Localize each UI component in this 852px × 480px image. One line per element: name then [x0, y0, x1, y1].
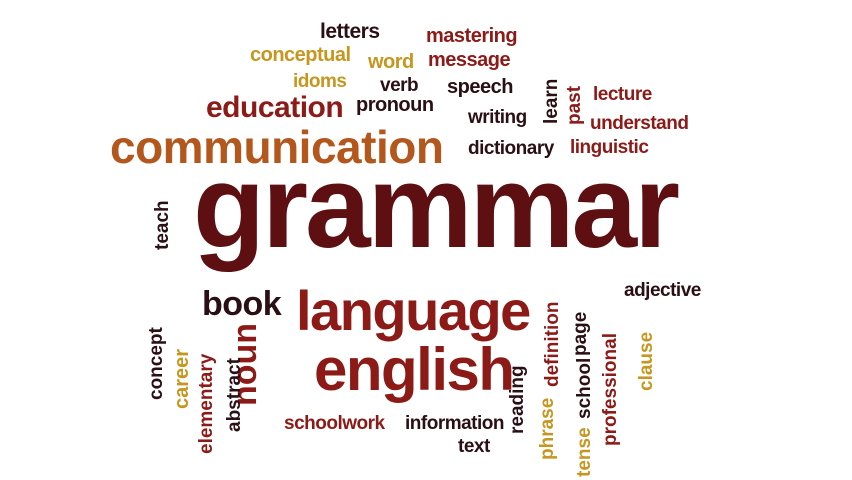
- word-learn: learn: [541, 78, 562, 124]
- word-understand: understand: [590, 113, 689, 134]
- word-phrase: phrase: [537, 397, 558, 460]
- word-book: book: [202, 285, 282, 323]
- word-past: past: [564, 85, 585, 125]
- word-professional: professional: [600, 333, 621, 446]
- word-text: text: [458, 436, 490, 457]
- word-adjective: adjective: [624, 280, 701, 301]
- word-elementary: elementary: [196, 353, 217, 454]
- word-idoms: idoms: [293, 71, 347, 92]
- word-communication: communication: [110, 121, 444, 173]
- word-speech: speech: [447, 76, 513, 98]
- word-lecture: lecture: [593, 84, 652, 105]
- word-career: career: [171, 348, 193, 409]
- word-verb: verb: [380, 75, 419, 96]
- word-reading: reading: [507, 365, 528, 434]
- word-concept: concept: [146, 327, 167, 400]
- word-information: information: [405, 413, 505, 434]
- word-education: education: [206, 91, 344, 124]
- word-page: page: [570, 311, 591, 356]
- word-abstract: abstract: [224, 358, 245, 432]
- word-teach: teach: [152, 200, 173, 250]
- word-school: school: [574, 357, 595, 419]
- word-writing: writing: [468, 107, 527, 128]
- word-dictionary: dictionary: [468, 138, 554, 159]
- word-clause: clause: [636, 331, 657, 391]
- word-tense: tense: [574, 427, 595, 477]
- word-word: word: [368, 51, 414, 73]
- word-letters: letters: [320, 20, 380, 43]
- word-grammar: grammar: [193, 141, 680, 273]
- word-schoolwork: schoolwork: [284, 413, 385, 434]
- word-english: english: [314, 336, 515, 403]
- word-definition: definition: [542, 301, 563, 387]
- word-mastering: mastering: [426, 25, 518, 47]
- word-linguistic: linguistic: [570, 137, 649, 158]
- word-pronoun: pronoun: [356, 94, 434, 116]
- word-message: message: [428, 49, 511, 71]
- word-conceptual: conceptual: [250, 44, 351, 66]
- word-language: language: [296, 279, 531, 342]
